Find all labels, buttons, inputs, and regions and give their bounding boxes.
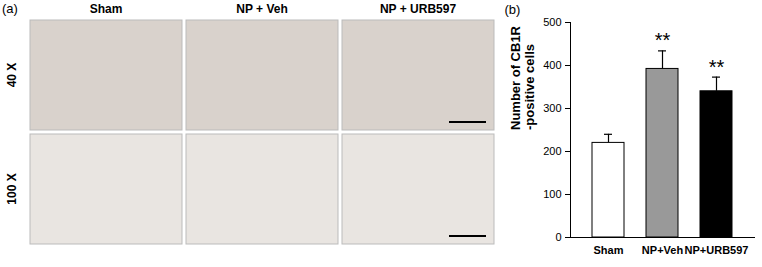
- svg-text:100: 100: [543, 188, 561, 200]
- svg-text:**: **: [709, 56, 725, 78]
- svg-text:40 X: 40 X: [5, 63, 19, 88]
- svg-text:**: **: [655, 29, 671, 51]
- svg-text:(b): (b): [505, 2, 521, 17]
- svg-text:500: 500: [543, 16, 561, 28]
- svg-text:Sham: Sham: [594, 244, 624, 256]
- svg-text:NP + URB597: NP + URB597: [380, 2, 456, 16]
- svg-text:300: 300: [543, 102, 561, 114]
- svg-text:400: 400: [543, 59, 561, 71]
- svg-text:NP + Veh: NP + Veh: [236, 2, 287, 16]
- svg-text:Sham: Sham: [90, 2, 123, 16]
- svg-text:0: 0: [555, 231, 561, 243]
- svg-text:200: 200: [543, 145, 561, 157]
- svg-text:NP+URB597: NP+URB597: [685, 244, 749, 256]
- svg-text:(a): (a): [2, 1, 18, 16]
- svg-text:Number of CB1R-positive cells: Number of CB1R-positive cells: [508, 25, 537, 130]
- svg-text:NP+Veh: NP+Veh: [642, 244, 684, 256]
- svg-text:100 X: 100 X: [5, 173, 19, 204]
